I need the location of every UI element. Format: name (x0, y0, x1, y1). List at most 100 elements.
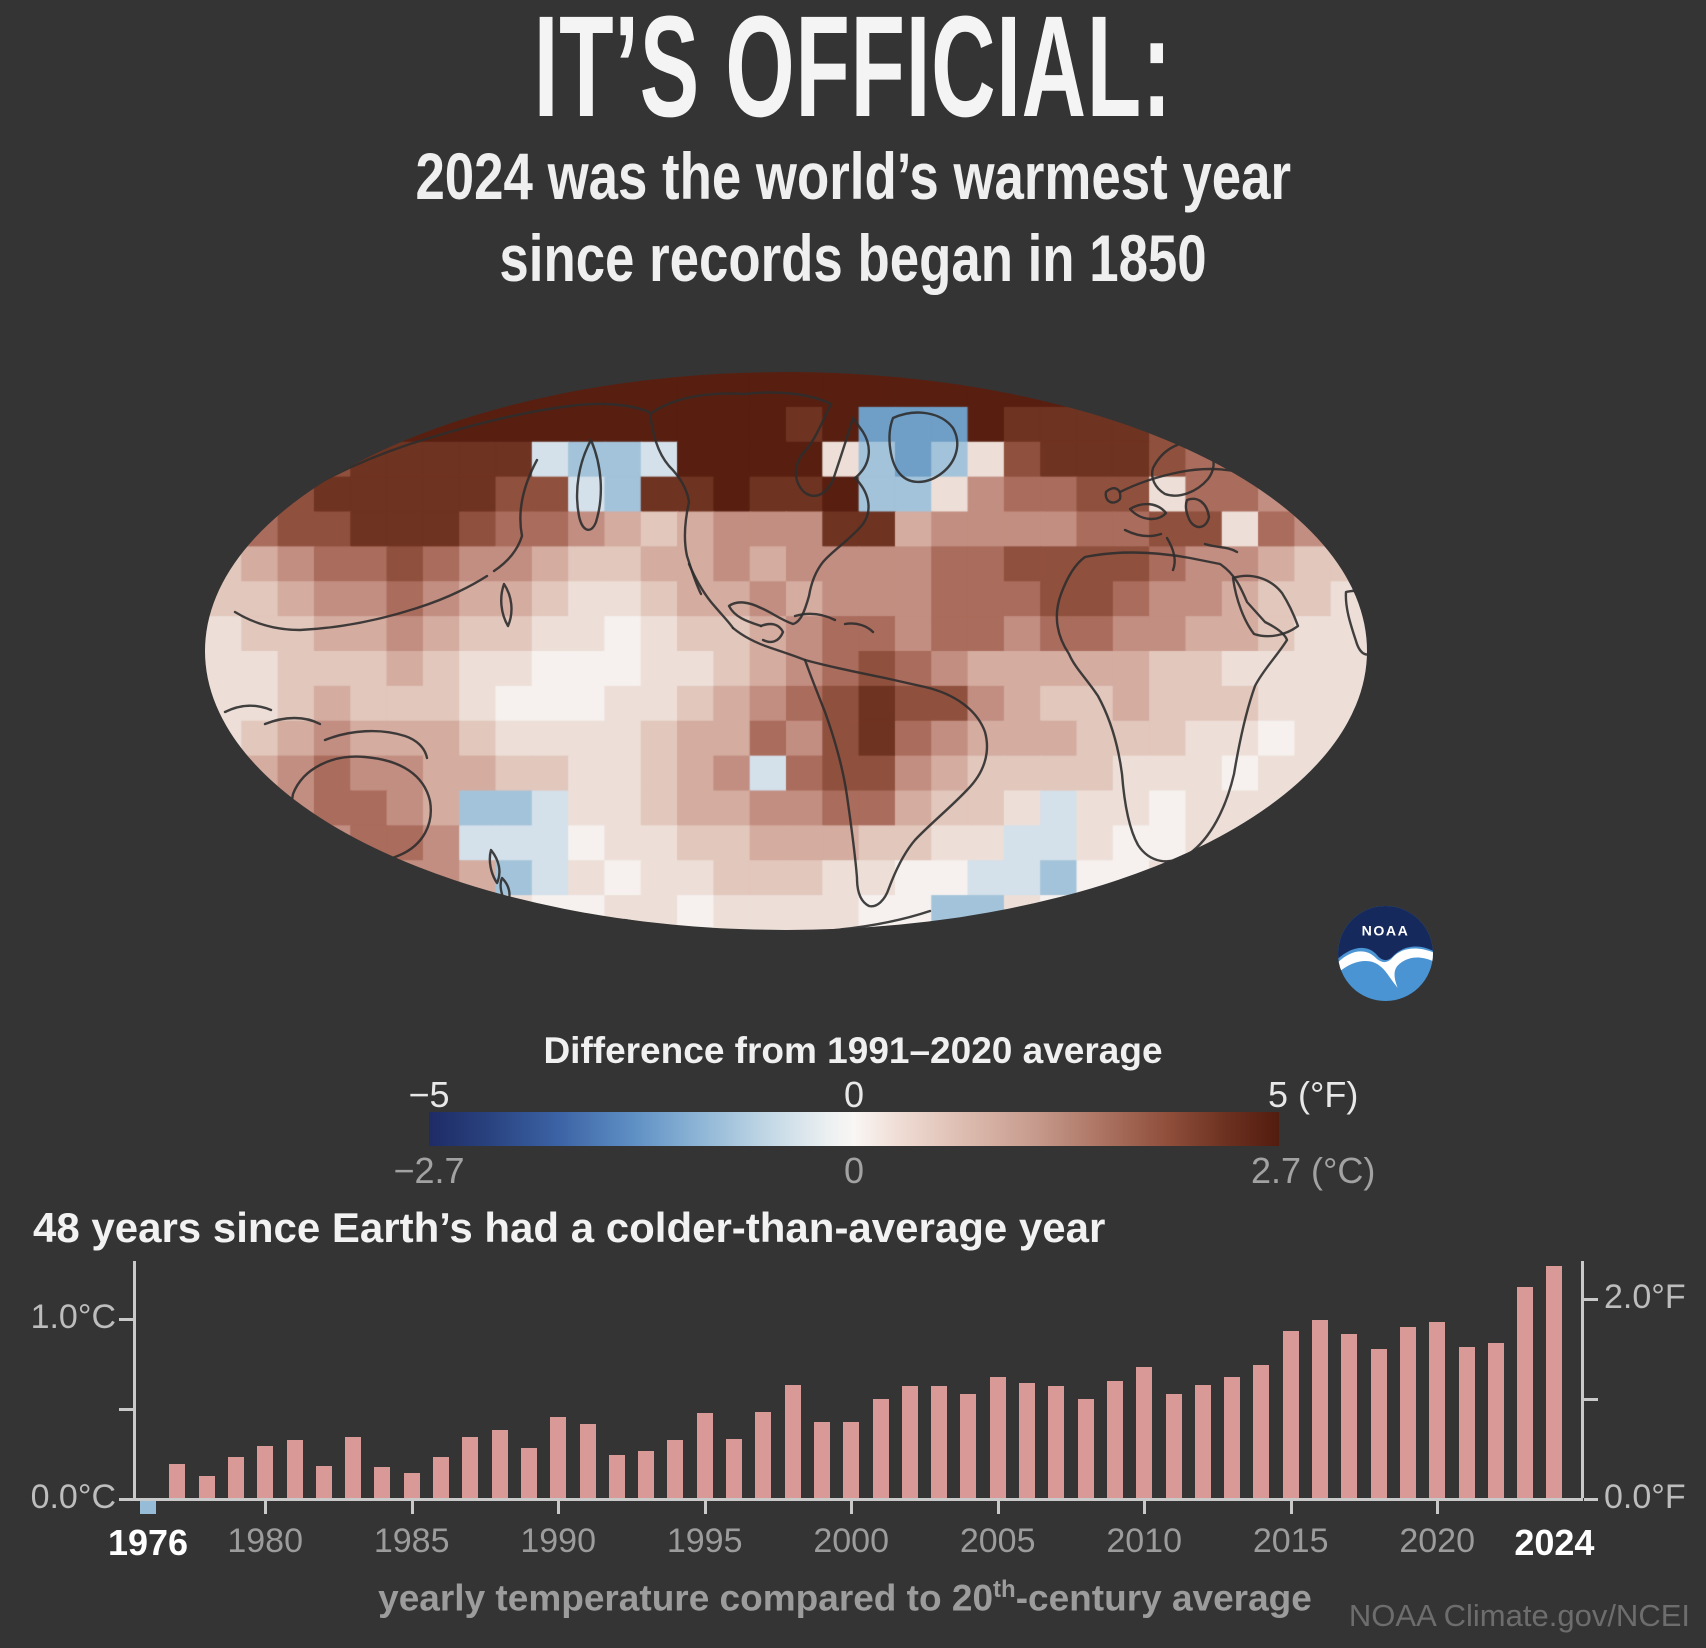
bar-2005 (990, 1377, 1006, 1498)
y-axis-right (1581, 1261, 1584, 1498)
logo-text: NOAA (1362, 922, 1410, 938)
x-axis-caption: yearly temperature compared to 20th-cent… (378, 1576, 1312, 1619)
bar-1998 (785, 1385, 801, 1498)
bar-2013 (1224, 1377, 1240, 1498)
legend-f-min: −5 (408, 1074, 450, 1115)
bar-1981 (287, 1440, 303, 1498)
x-tick-mark (703, 1501, 707, 1514)
bar-1976 (140, 1501, 156, 1514)
noaa-logo: NOAA (1337, 905, 1434, 1002)
bar-1984 (374, 1467, 390, 1498)
y-tick-left (119, 1498, 133, 1501)
bar-1982 (316, 1466, 332, 1498)
bar-1990 (550, 1417, 566, 1498)
y-tick-left (119, 1318, 133, 1321)
bar-1995 (697, 1413, 713, 1498)
bar-1996 (726, 1439, 742, 1498)
bar-1987 (462, 1437, 478, 1498)
bar-1999 (814, 1422, 830, 1498)
bar-1993 (638, 1451, 654, 1498)
x-tick-mark (1289, 1501, 1293, 1514)
legend-c-min: −2.7 (393, 1150, 465, 1191)
bar-2000 (843, 1422, 859, 1498)
bar-1977 (169, 1464, 185, 1498)
bar-1988 (492, 1430, 508, 1498)
x-tick-mark (264, 1501, 268, 1514)
subtitle-line-1: 2024 was the world’s warmest year (415, 139, 1291, 213)
x-tick-label-1976: 1976 (107, 1522, 189, 1563)
x-tick-label-1990: 1990 (520, 1522, 597, 1560)
x-axis-baseline (133, 1498, 1583, 1501)
x-tick-mark (1436, 1501, 1440, 1514)
y-axis-left (133, 1261, 136, 1498)
bar-2009 (1107, 1381, 1123, 1498)
y-tick-label-left: 1.0°C (30, 1298, 116, 1336)
bar-2001 (873, 1399, 889, 1498)
x-tick-label-1980: 1980 (227, 1522, 304, 1560)
bar-2020 (1429, 1322, 1445, 1498)
x-tick-mark (410, 1501, 414, 1514)
page-title-text: IT’S OFFICIAL: (533, 0, 1173, 147)
subtitle-line-2: since records began in 1850 (499, 221, 1207, 295)
y-tick-label-left: 0.0°C (30, 1478, 116, 1516)
y-tick-label-right: 0.0°F (1604, 1478, 1686, 1516)
bar-1997 (755, 1412, 771, 1498)
chart-title: 48 years since Earth’s had a colder-than… (33, 1204, 1106, 1251)
bar-1979 (228, 1457, 244, 1498)
source-credit: NOAA Climate.gov/NCEI (1348, 1598, 1690, 1633)
anomaly-mosaic-canvas (205, 372, 1367, 930)
bar-1985 (404, 1473, 420, 1498)
bar-1986 (433, 1457, 449, 1498)
bar-2015 (1283, 1331, 1299, 1498)
y-tick-left (119, 1408, 133, 1411)
bar-2014 (1253, 1365, 1269, 1498)
legend-f-mid: 0 (843, 1074, 865, 1115)
y-tick-right (1584, 1298, 1598, 1301)
bar-2003 (931, 1386, 947, 1498)
bar-2011 (1166, 1394, 1182, 1498)
bar-1978 (199, 1476, 215, 1498)
continent-outlines-icon (223, 391, 1367, 930)
x-tick-mark (996, 1501, 1000, 1514)
bar-2006 (1019, 1383, 1035, 1498)
y-tick-right (1584, 1498, 1598, 1501)
legend-f-max: 5 (°F) (1268, 1074, 1359, 1115)
legend-title: Difference from 1991–2020 average (543, 1030, 1163, 1071)
bar-2023 (1517, 1287, 1533, 1498)
page-title: IT’S OFFICIAL: (0, 0, 1706, 150)
bar-1980 (257, 1446, 273, 1498)
x-tick-label-1995: 1995 (666, 1522, 743, 1560)
bar-2012 (1195, 1385, 1211, 1498)
bar-2004 (960, 1394, 976, 1498)
noaa-emblem-icon: NOAA (1338, 906, 1433, 1001)
x-tick-label-2015: 2015 (1252, 1522, 1329, 1560)
x-tick-label-2020: 2020 (1399, 1522, 1476, 1560)
x-tick-label-2010: 2010 (1106, 1522, 1183, 1560)
bar-1989 (521, 1448, 537, 1498)
x-tick-label-2024: 2024 (1514, 1522, 1595, 1563)
bar-2017 (1341, 1334, 1357, 1498)
bar-2002 (902, 1386, 918, 1498)
x-tick-mark (1143, 1501, 1147, 1514)
x-tick-mark (557, 1501, 561, 1514)
x-tick-label-1985: 1985 (373, 1522, 450, 1560)
bar-2008 (1078, 1399, 1094, 1498)
bar-1983 (345, 1437, 361, 1498)
bar-2024 (1546, 1266, 1562, 1498)
bar-2016 (1312, 1320, 1328, 1498)
anomaly-colorbar (429, 1112, 1279, 1146)
y-tick-right (1584, 1398, 1598, 1401)
seagull-icon (1338, 948, 1433, 988)
bar-1991 (580, 1424, 596, 1498)
logo-sky (1338, 906, 1433, 961)
x-tick-label-2005: 2005 (959, 1522, 1036, 1560)
y-tick-label-right: 2.0°F (1604, 1278, 1686, 1316)
bar-2022 (1488, 1343, 1504, 1498)
bar-2010 (1136, 1367, 1152, 1498)
bar-1992 (609, 1455, 625, 1498)
bar-2018 (1371, 1349, 1387, 1498)
bar-2021 (1459, 1347, 1475, 1498)
legend-c-mid: 0 (843, 1150, 865, 1191)
bar-1994 (667, 1440, 683, 1498)
